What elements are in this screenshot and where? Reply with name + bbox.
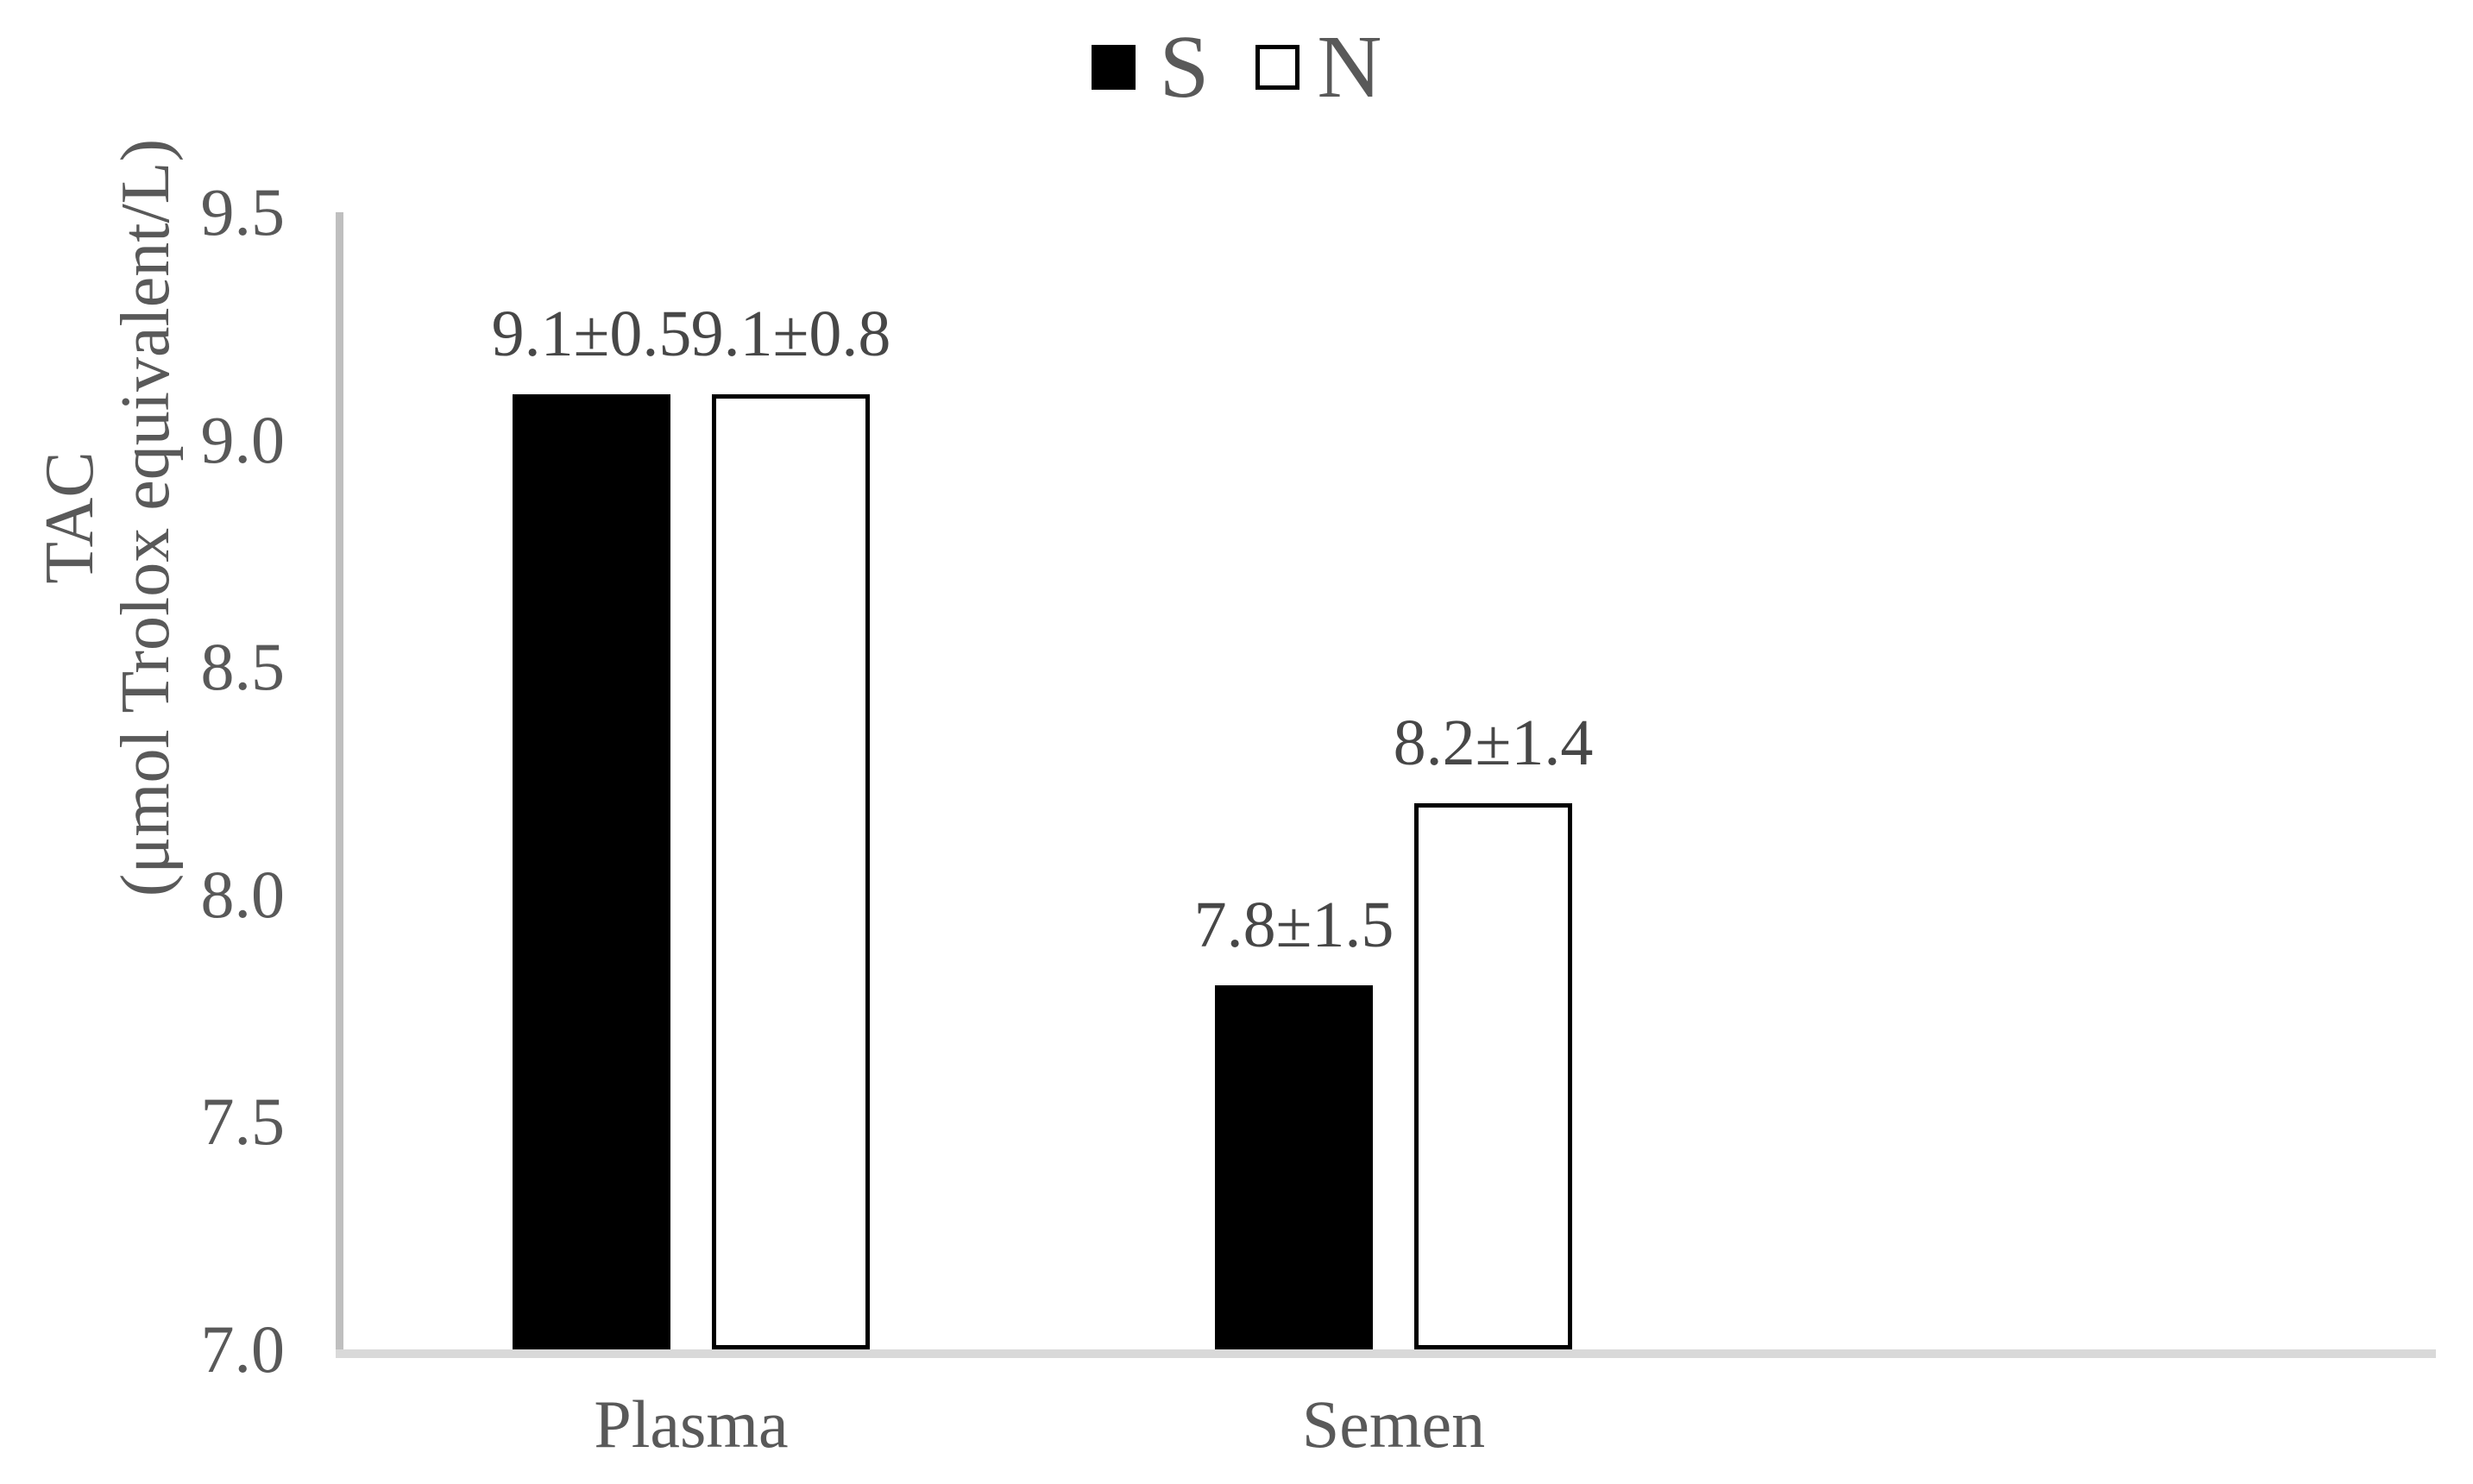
y-tick-label: 8.5 xyxy=(200,629,286,705)
y-tick-label: 7.0 xyxy=(200,1311,286,1387)
bar-s-semen xyxy=(1215,985,1373,1349)
legend-swatch-n-icon xyxy=(1255,45,1300,90)
bar-s-plasma xyxy=(513,393,670,1349)
y-axis-line xyxy=(336,212,343,1358)
legend-swatch-s-icon xyxy=(1091,45,1136,90)
data-label-s-semen: 7.8±1.5 xyxy=(1193,889,1394,962)
bar-n-plasma xyxy=(712,393,870,1349)
x-category-label-semen: Semen xyxy=(1301,1387,1486,1462)
y-tick-label: 7.5 xyxy=(200,1084,286,1160)
y-tick-label: 9.5 xyxy=(200,174,286,249)
y-axis-title-line1: TAC xyxy=(32,451,108,584)
legend: S N xyxy=(0,19,2473,116)
bar-n-semen xyxy=(1414,803,1572,1349)
y-tick-label: 9.0 xyxy=(200,401,286,477)
legend-label-s: S xyxy=(1159,17,1210,116)
x-axis-line xyxy=(336,1349,2436,1358)
data-label-s-plasma: 9.1±0.5 xyxy=(491,297,692,370)
y-tick-label: 8.0 xyxy=(200,856,286,932)
y-axis-title-line2: (μmol Trolox equivalent/L) xyxy=(108,138,184,897)
data-label-n-semen: 8.2±1.4 xyxy=(1393,707,1594,780)
x-category-label-plasma: Plasma xyxy=(594,1387,789,1462)
data-label-n-plasma: 9.1±0.8 xyxy=(690,297,891,370)
y-axis-title: TAC (μmol Trolox equivalent/L) xyxy=(32,0,184,1122)
legend-label-n: N xyxy=(1317,17,1382,116)
